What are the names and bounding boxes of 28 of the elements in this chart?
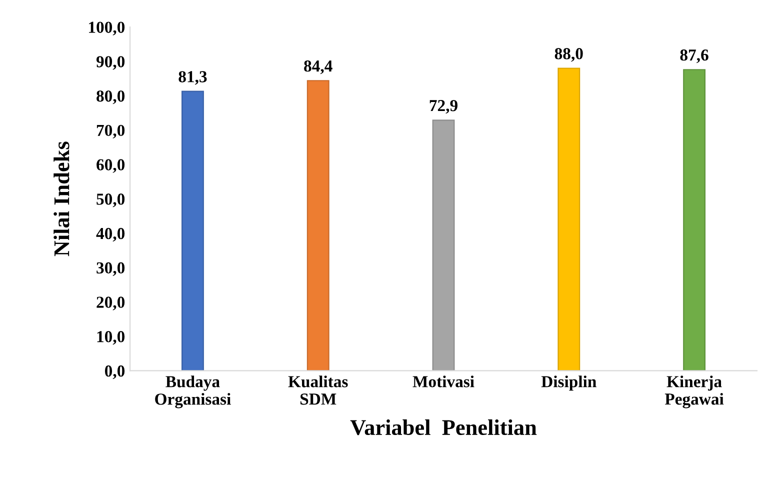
data-label: 81,3: [178, 71, 207, 85]
y-tick-label: 80,0: [96, 90, 125, 104]
x-tick-label: Kualitas SDM: [288, 376, 348, 405]
bar: [432, 120, 455, 371]
y-tick-label: 90,0: [96, 56, 125, 70]
y-tick-label: 70,0: [96, 124, 125, 138]
y-tick-label: 10,0: [97, 331, 125, 345]
y-tick-label: 100,0: [89, 22, 125, 36]
x-tick-label: Kinerja Pegawai: [664, 376, 724, 408]
bar: [306, 80, 330, 371]
data-label: 88,0: [554, 48, 583, 62]
y-tick-label: 50,0: [96, 194, 125, 208]
y-tick-label: 60,0: [96, 159, 125, 173]
bar: [558, 68, 580, 371]
y-tick-label: 30,0: [96, 262, 125, 276]
bar: [683, 69, 706, 371]
x-axis-title: Variabel Penelitian: [350, 419, 537, 436]
x-tick-label: Disiplin: [541, 376, 596, 391]
data-label: 84,4: [304, 60, 332, 74]
y-tick-label: 0,0: [104, 365, 125, 380]
x-tick-label: Budaya Organisasi: [155, 376, 231, 408]
y-tick-label: 20,0: [96, 296, 125, 310]
bar: [182, 90, 204, 371]
y-tick-label: 40,0: [96, 228, 125, 242]
y-axis-title: Nilai Indeks: [54, 142, 70, 256]
data-label: 87,6: [680, 49, 708, 64]
data-label: 72,9: [430, 100, 458, 114]
x-tick-label: Motivasi: [412, 376, 474, 388]
